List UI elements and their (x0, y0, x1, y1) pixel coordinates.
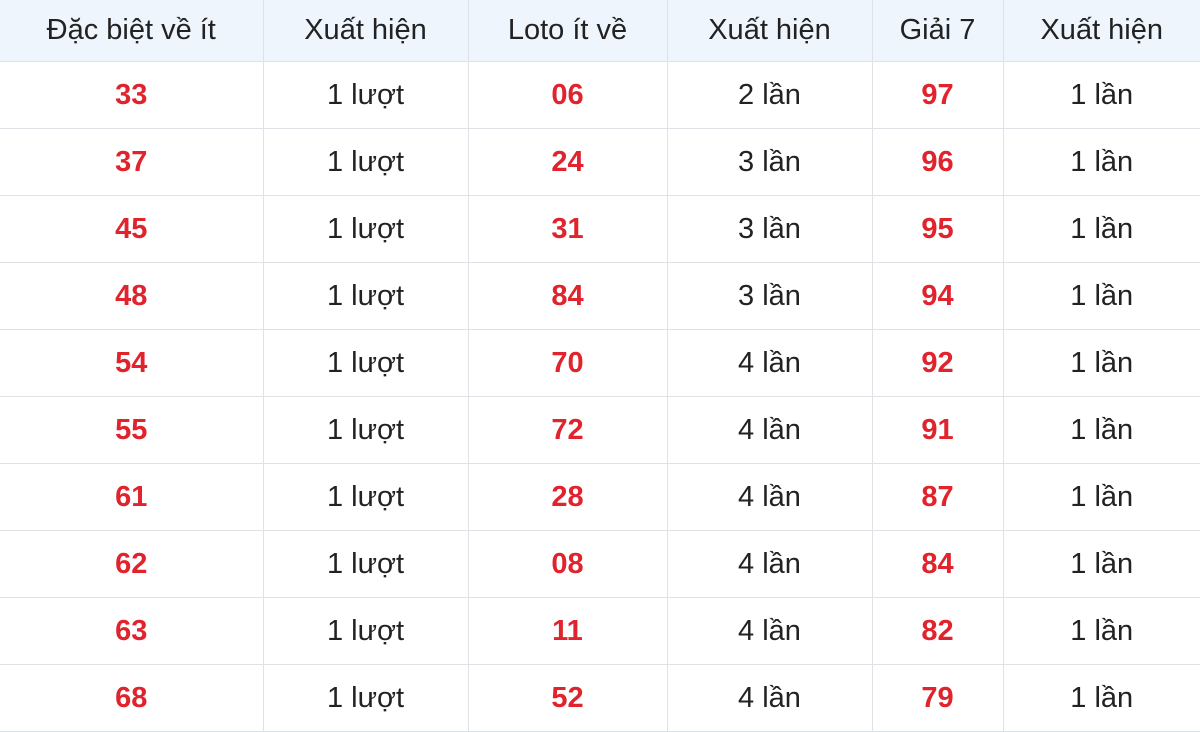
table-row: 48 1 lượt 84 3 lần 94 1 lần (0, 262, 1200, 330)
header-special-count: Xuất hiện (262, 0, 469, 62)
special-count: 1 lượt (262, 329, 469, 397)
special-count: 1 lượt (262, 530, 469, 598)
loto-number: 11 (467, 597, 668, 665)
loto-count: 4 lần (666, 329, 873, 397)
header-prize7: Giải 7 (871, 0, 1004, 62)
loto-count: 4 lần (666, 597, 873, 665)
special-count: 1 lượt (262, 463, 469, 531)
loto-count: 4 lần (666, 396, 873, 464)
table-row: 62 1 lượt 08 4 lần 84 1 lần (0, 530, 1200, 598)
prize7-count: 1 lần (1002, 128, 1200, 196)
header-row: Đặc biệt về ít Xuất hiện Loto ít về Xuất hi… (0, 0, 1200, 62)
loto-count: 4 lần (666, 463, 873, 531)
special-number: 48 (0, 262, 264, 330)
prize7-number: 82 (871, 597, 1004, 665)
special-number: 61 (0, 463, 264, 531)
loto-number: 28 (467, 463, 668, 531)
table-row: 55 1 lượt 72 4 lần 91 1 lần (0, 396, 1200, 464)
special-count: 1 lượt (262, 262, 469, 330)
header-prize7-count: Xuất hiện (1002, 0, 1200, 62)
prize7-count: 1 lần (1002, 329, 1200, 397)
loto-number: 31 (467, 195, 668, 263)
loto-number: 08 (467, 530, 668, 598)
special-count: 1 lượt (262, 664, 469, 732)
header-loto-least: Loto ít về (467, 0, 668, 62)
special-count: 1 lượt (262, 597, 469, 665)
prize7-number: 95 (871, 195, 1004, 263)
prize7-count: 1 lần (1002, 664, 1200, 732)
loto-number: 52 (467, 664, 668, 732)
loto-count: 3 lần (666, 262, 873, 330)
table-row: 45 1 lượt 31 3 lần 95 1 lần (0, 195, 1200, 263)
table-row: 37 1 lượt 24 3 lần 96 1 lần (0, 128, 1200, 196)
table-row: 68 1 lượt 52 4 lần 79 1 lần (0, 664, 1200, 732)
loto-number: 70 (467, 329, 668, 397)
special-number: 68 (0, 664, 264, 732)
special-number: 33 (0, 61, 264, 129)
prize7-number: 96 (871, 128, 1004, 196)
special-number: 62 (0, 530, 264, 598)
prize7-count: 1 lần (1002, 262, 1200, 330)
loto-number: 84 (467, 262, 668, 330)
prize7-count: 1 lần (1002, 195, 1200, 263)
table-row: 61 1 lượt 28 4 lần 87 1 lần (0, 463, 1200, 531)
table-row: 54 1 lượt 70 4 lần 92 1 lần (0, 329, 1200, 397)
prize7-number: 92 (871, 329, 1004, 397)
header-special-least: Đặc biệt về ít (0, 0, 264, 62)
loto-number: 06 (467, 61, 668, 129)
table-row: 63 1 lượt 11 4 lần 82 1 lần (0, 597, 1200, 665)
prize7-number: 94 (871, 262, 1004, 330)
prize7-number: 84 (871, 530, 1004, 598)
loto-count: 3 lần (666, 128, 873, 196)
special-number: 63 (0, 597, 264, 665)
prize7-number: 79 (871, 664, 1004, 732)
special-number: 54 (0, 329, 264, 397)
prize7-number: 91 (871, 396, 1004, 464)
loto-count: 4 lần (666, 664, 873, 732)
prize7-count: 1 lần (1002, 396, 1200, 464)
special-count: 1 lượt (262, 61, 469, 129)
loto-count: 4 lần (666, 530, 873, 598)
table-row: 33 1 lượt 06 2 lần 97 1 lần (0, 61, 1200, 129)
loto-number: 72 (467, 396, 668, 464)
prize7-count: 1 lần (1002, 597, 1200, 665)
prize7-count: 1 lần (1002, 530, 1200, 598)
special-number: 45 (0, 195, 264, 263)
special-count: 1 lượt (262, 195, 469, 263)
special-count: 1 lượt (262, 128, 469, 196)
special-number: 55 (0, 396, 264, 464)
prize7-count: 1 lần (1002, 61, 1200, 129)
prize7-number: 87 (871, 463, 1004, 531)
loto-count: 2 lần (666, 61, 873, 129)
prize7-count: 1 lần (1002, 463, 1200, 531)
prize7-number: 97 (871, 61, 1004, 129)
special-count: 1 lượt (262, 396, 469, 464)
special-number: 37 (0, 128, 264, 196)
loto-number: 24 (467, 128, 668, 196)
loto-count: 3 lần (666, 195, 873, 263)
header-loto-count: Xuất hiện (666, 0, 873, 62)
